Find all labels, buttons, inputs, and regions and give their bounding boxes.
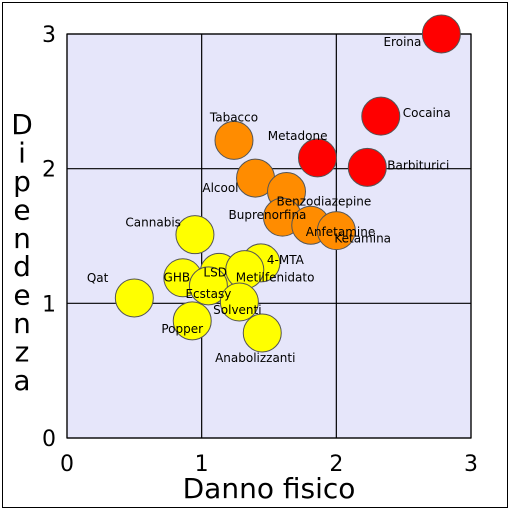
data-points: [114, 14, 461, 353]
point-label-cocaina: Cocaina: [403, 106, 451, 120]
y-axis-title-letter: d: [13, 250, 31, 283]
point-label-anfetamine: Anfetamine: [306, 225, 376, 239]
point-label-tabacco: Tabacco: [209, 110, 258, 124]
point-label-alcool: Alcool: [202, 181, 238, 195]
x-axis-title: Danno fisico: [183, 472, 356, 505]
tick-labels: 0 1 2 3 0 1 2 3: [42, 23, 478, 477]
x-tick-label: 2: [329, 452, 343, 477]
y-axis-title-letter: z: [15, 336, 30, 369]
plot-area: [66, 33, 472, 439]
point-cannabis: [175, 215, 215, 255]
point-label-solventi: Solventi: [213, 303, 261, 317]
point-label-ghb: GHB: [164, 271, 191, 285]
y-axis-title-letter: n: [13, 222, 31, 255]
y-axis-title-letter: p: [13, 165, 31, 198]
x-tick-label: 1: [195, 452, 209, 477]
grid-lines: [66, 33, 472, 439]
y-tick-label: 3: [42, 23, 56, 48]
point-label-metadone: Metadone: [268, 129, 328, 143]
x-tick-label: 3: [464, 452, 478, 477]
y-axis-title-letter: i: [18, 136, 26, 169]
y-axis-title-letter: D: [11, 108, 33, 141]
point-label-popper: Popper: [161, 322, 203, 336]
point-label-lsd: LSD: [203, 265, 227, 279]
point-ecstasy: [188, 266, 228, 306]
point-tabacco: [214, 120, 254, 160]
point-labels: Eroina Cocaina Metadone Barbiturici Tabacco A…: [87, 35, 451, 365]
point-popper: [172, 301, 212, 341]
point-label-4-mta: 4-MTA: [267, 253, 305, 267]
point-label-benzodiazepine: Benzodiazepine: [277, 195, 372, 209]
y-axis-title-letter: e: [13, 279, 30, 312]
point-label-eroina: Eroina: [383, 35, 421, 49]
y-tick-label: 1: [42, 292, 56, 317]
point-label-anabolizzanti: Anabolizzanti: [215, 351, 295, 365]
x-tick-label: 0: [60, 452, 74, 477]
point-label-ecstasy: Ecstasy: [185, 287, 231, 301]
point-label-metilfenidato: Metilfenidato: [236, 271, 315, 285]
point-barbiturici: [347, 147, 387, 187]
y-axis-title-letter: a: [13, 364, 30, 397]
y-tick-label: 2: [42, 158, 56, 183]
point-label-qat: Qat: [87, 271, 109, 285]
point-cocaina: [361, 96, 401, 136]
point-label-ketamina: Ketamina: [334, 232, 391, 246]
point-label-cannabis: Cannabis: [125, 216, 181, 230]
y-axis-title-letter: n: [13, 307, 31, 340]
point-metadone: [297, 138, 337, 178]
point-solventi: [219, 282, 259, 322]
point-anabolizzanti: [242, 313, 282, 353]
point-qat: [114, 278, 154, 318]
point-ketamina: [316, 211, 356, 251]
point-label-barbiturici: Barbiturici: [387, 158, 449, 172]
y-tick-label: 0: [42, 427, 56, 452]
point-eroina: [421, 14, 461, 54]
y-axis-title-letter: e: [13, 193, 30, 226]
point-label-buprenorfina: Buprenorfina: [229, 208, 307, 222]
